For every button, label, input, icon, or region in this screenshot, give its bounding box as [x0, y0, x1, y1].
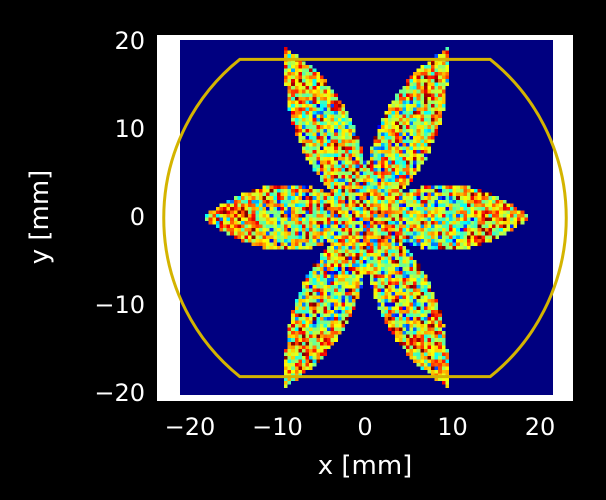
y-tick-mark — [148, 41, 155, 43]
x-tick-mark-top — [539, 26, 541, 33]
y-tick-label: −10 — [75, 291, 145, 319]
x-tick-mark-top — [452, 26, 454, 33]
y-tick-mark-right — [575, 41, 582, 43]
y-tick-label: 0 — [75, 203, 145, 231]
y-axis-label: y [mm] — [25, 32, 55, 402]
y-tick-label: 20 — [75, 27, 145, 55]
y-tick-mark-right — [575, 129, 582, 131]
y-tick-mark — [148, 129, 155, 131]
x-tick-mark — [452, 403, 454, 410]
x-tick-label: 20 — [500, 413, 580, 441]
y-tick-mark — [148, 217, 155, 219]
y-tick-mark-right — [575, 217, 582, 219]
x-tick-mark-top — [189, 26, 191, 33]
y-tick-mark-right — [575, 305, 582, 307]
x-tick-mark — [277, 403, 279, 410]
x-tick-label: −20 — [150, 413, 230, 441]
y-tick-mark — [148, 305, 155, 307]
y-tick-label: −20 — [75, 379, 145, 407]
y-tick-label: 10 — [75, 115, 145, 143]
x-tick-label: 10 — [413, 413, 493, 441]
figure: −20−1001020 −20−1001020 x [mm] y [mm] — [0, 0, 606, 500]
x-axis-label: x [mm] — [155, 451, 575, 481]
y-tick-mark — [148, 393, 155, 395]
x-tick-label: −10 — [238, 413, 318, 441]
x-tick-mark-top — [364, 26, 366, 33]
x-tick-mark-top — [277, 26, 279, 33]
heatmap — [180, 40, 553, 395]
y-tick-mark-right — [575, 393, 582, 395]
x-tick-mark — [539, 403, 541, 410]
x-tick-mark — [189, 403, 191, 410]
x-tick-mark — [364, 403, 366, 410]
x-tick-label: 0 — [325, 413, 405, 441]
